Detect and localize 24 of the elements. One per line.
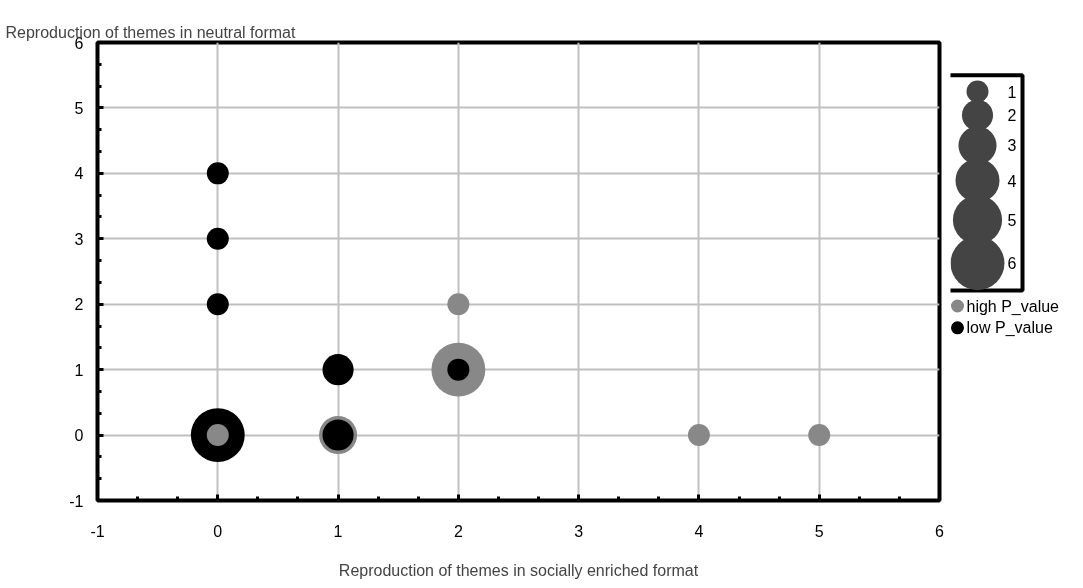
legend-label: high P_value xyxy=(966,297,1060,316)
x-tick-label: 2 xyxy=(453,522,463,540)
y-tick-label: 4 xyxy=(74,165,84,183)
y-tick-label: 1 xyxy=(74,361,84,379)
legend-label: 5 xyxy=(1007,211,1017,229)
x-tick-label: 1 xyxy=(333,522,343,540)
y-tick-label: 2 xyxy=(74,296,84,314)
x-tick-label: 5 xyxy=(814,522,824,540)
y-tick-label: 3 xyxy=(74,230,84,248)
legend-label: low P_value xyxy=(966,319,1053,338)
legend-label: 4 xyxy=(1007,172,1017,190)
legend-label: 1 xyxy=(1007,83,1017,101)
y-tick-label: -1 xyxy=(69,492,84,510)
x-axis-title: Reproduction of themes in socially enriched format xyxy=(338,561,699,579)
legend-label: 2 xyxy=(1007,107,1017,125)
legend-label: 3 xyxy=(1007,137,1017,155)
y-tick-label: 0 xyxy=(74,427,84,445)
legend-label: 6 xyxy=(1007,255,1017,273)
x-tick-label: 0 xyxy=(213,522,223,540)
y-tick-label: 5 xyxy=(74,99,84,117)
x-tick-label: 3 xyxy=(574,522,584,540)
x-tick-label: 6 xyxy=(935,522,945,540)
x-tick-label: -1 xyxy=(90,522,105,540)
x-tick-label: 4 xyxy=(694,522,704,540)
